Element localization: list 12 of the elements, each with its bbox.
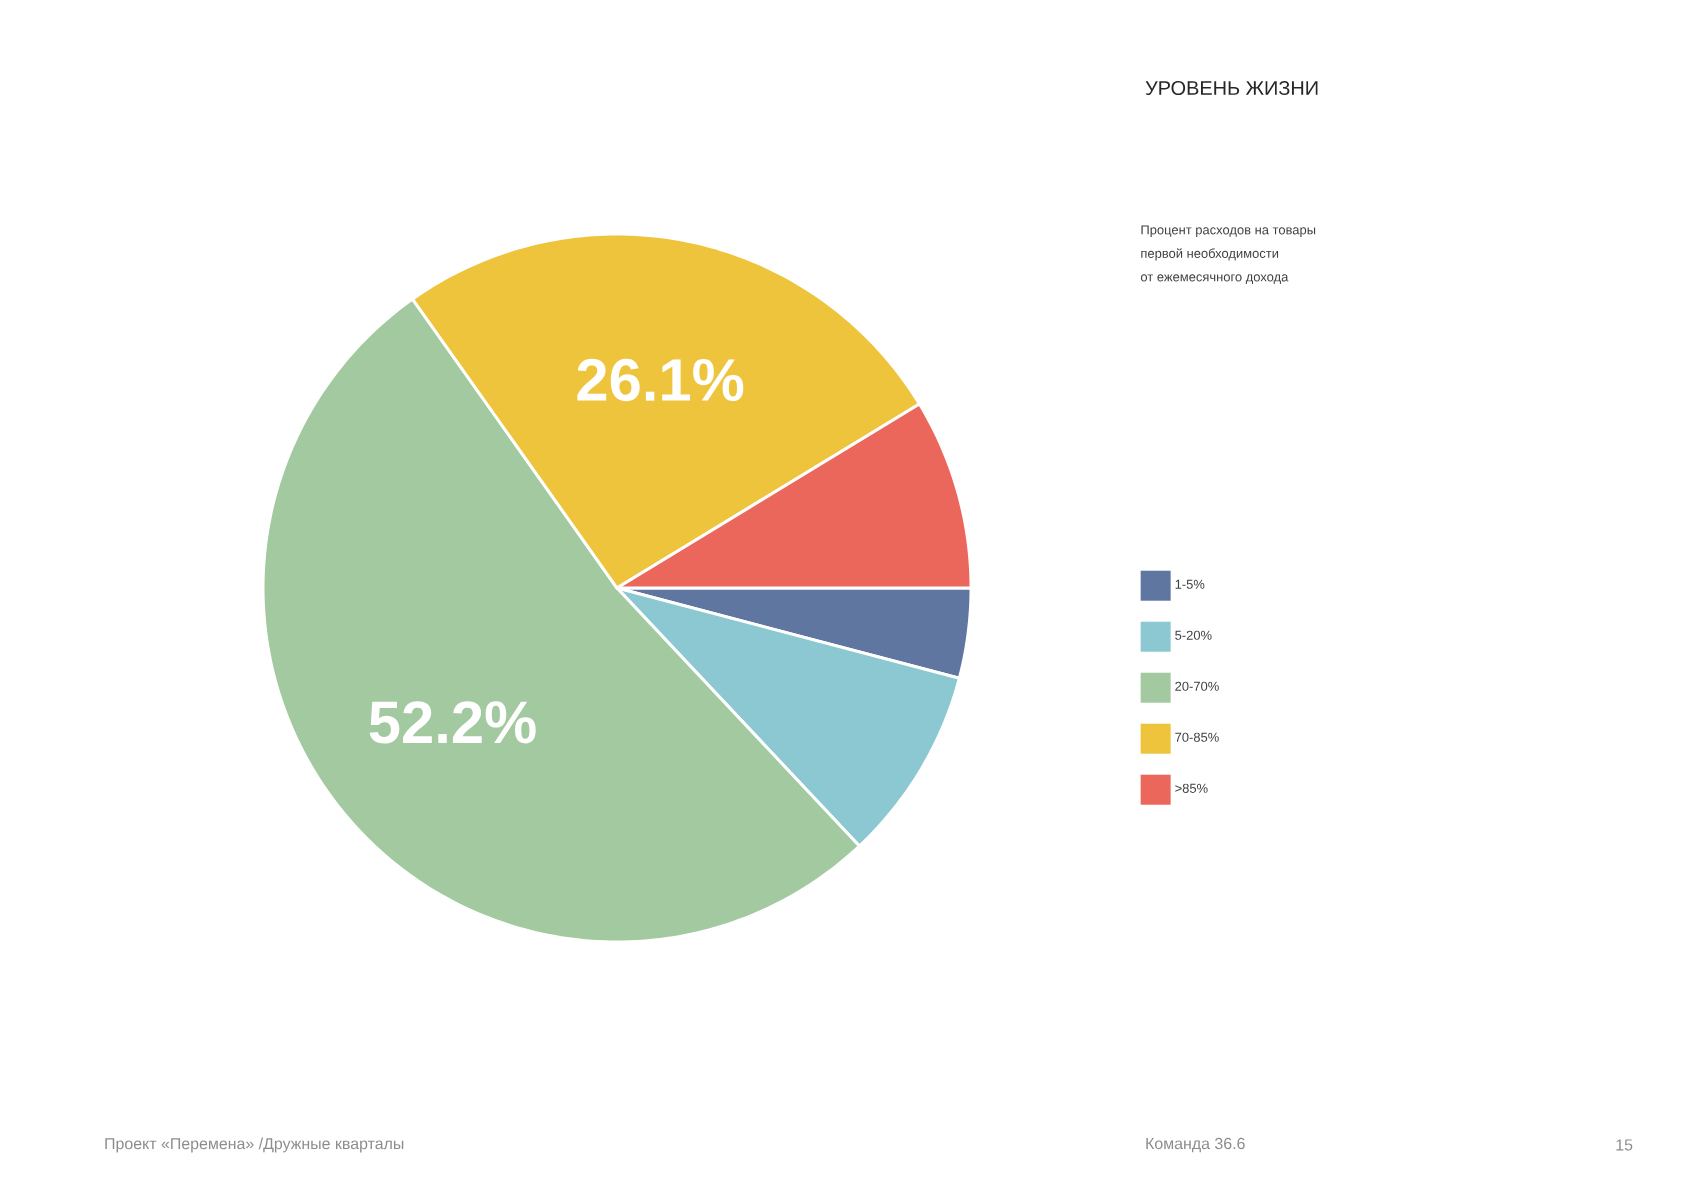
legend-label: 5-20%: [1175, 630, 1212, 640]
legend-label: 20-70%: [1175, 681, 1219, 691]
legend-label: >85%: [1175, 783, 1208, 793]
chart-title: УРОВЕНЬ ЖИЗНИ: [1145, 80, 1318, 96]
legend-label: 1-5%: [1175, 579, 1205, 589]
data-label: 26.1%: [577, 358, 744, 402]
text: Процент расходов на товары первой необходимости от ежемесячного дохода: [1140, 225, 1316, 284]
legend-label: 70-85%: [1175, 732, 1219, 742]
text: Проект «Перемена» /Дружные кварталы: [105, 1137, 404, 1153]
data-label: 52.2%: [369, 701, 536, 744]
text: Команда 36.6: [1146, 1137, 1245, 1153]
text: 15: [1616, 1139, 1633, 1151]
